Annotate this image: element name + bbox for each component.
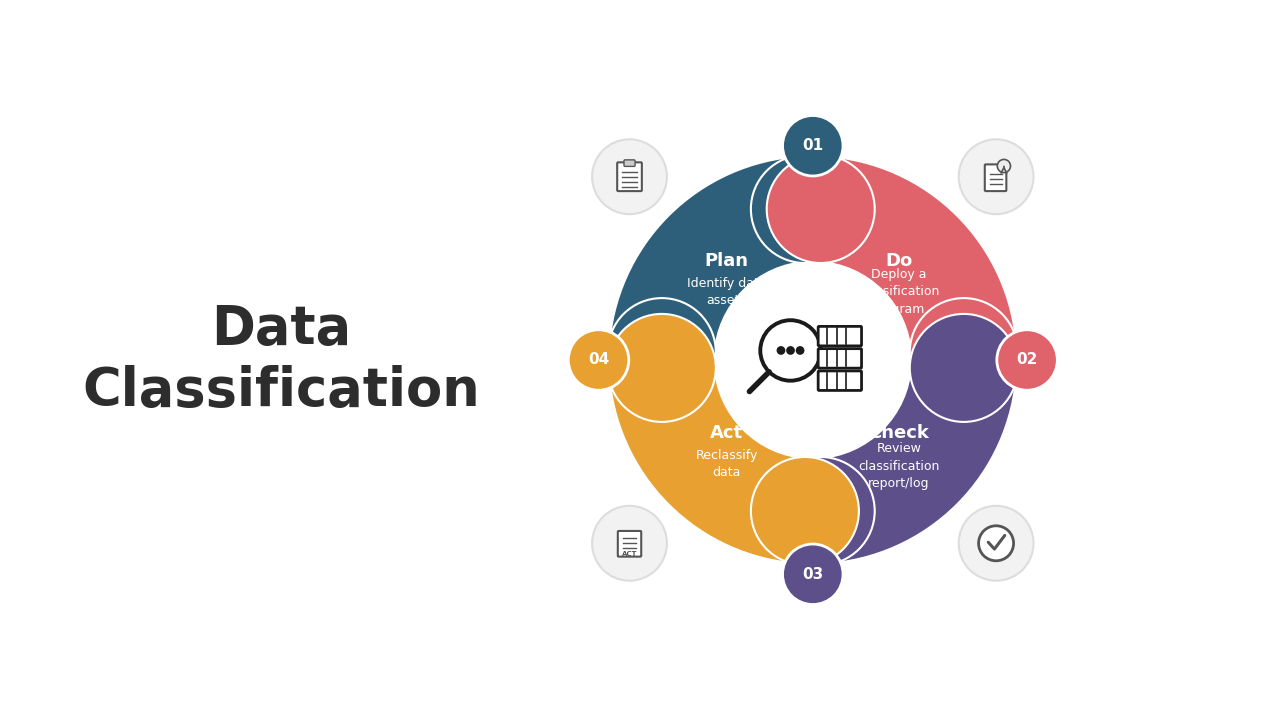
Circle shape (796, 346, 804, 355)
Circle shape (786, 346, 795, 355)
Circle shape (608, 314, 716, 422)
Text: Data
Classification: Data Classification (83, 303, 480, 417)
Text: 03: 03 (803, 567, 823, 582)
Circle shape (910, 314, 1018, 422)
Wedge shape (818, 155, 1018, 355)
Circle shape (767, 155, 874, 263)
Text: Act: Act (710, 424, 744, 442)
Circle shape (751, 155, 859, 263)
Circle shape (959, 139, 1033, 214)
FancyBboxPatch shape (818, 348, 861, 368)
FancyBboxPatch shape (623, 160, 635, 166)
Circle shape (608, 298, 716, 406)
Text: Check: Check (869, 424, 929, 442)
Circle shape (568, 330, 628, 390)
Circle shape (782, 115, 844, 176)
Circle shape (593, 506, 667, 581)
Text: Review
classification
report/log: Review classification report/log (859, 442, 940, 490)
FancyBboxPatch shape (617, 162, 641, 191)
Circle shape (751, 457, 859, 565)
Text: 02: 02 (1016, 353, 1038, 367)
Text: Plan: Plan (704, 252, 749, 270)
Text: Identify data
assets: Identify data assets (687, 276, 767, 307)
Text: Do: Do (886, 252, 913, 270)
Wedge shape (608, 365, 808, 565)
FancyBboxPatch shape (618, 531, 641, 557)
FancyBboxPatch shape (984, 164, 1006, 191)
Text: ACT: ACT (622, 551, 637, 557)
Circle shape (979, 526, 1014, 561)
FancyBboxPatch shape (818, 371, 861, 390)
Circle shape (719, 266, 906, 454)
Circle shape (959, 506, 1033, 581)
Circle shape (997, 159, 1010, 173)
Circle shape (760, 320, 820, 381)
Wedge shape (608, 155, 808, 355)
Circle shape (767, 457, 874, 565)
Circle shape (782, 544, 844, 605)
FancyBboxPatch shape (818, 326, 861, 346)
Text: Deploy a
classification
program: Deploy a classification program (859, 268, 940, 316)
Text: Reclassify
data: Reclassify data (695, 449, 758, 480)
Circle shape (777, 346, 786, 355)
Text: 04: 04 (588, 353, 609, 367)
Text: 01: 01 (803, 138, 823, 153)
Circle shape (997, 330, 1057, 390)
Circle shape (593, 139, 667, 214)
Wedge shape (818, 365, 1018, 565)
Circle shape (910, 298, 1018, 406)
